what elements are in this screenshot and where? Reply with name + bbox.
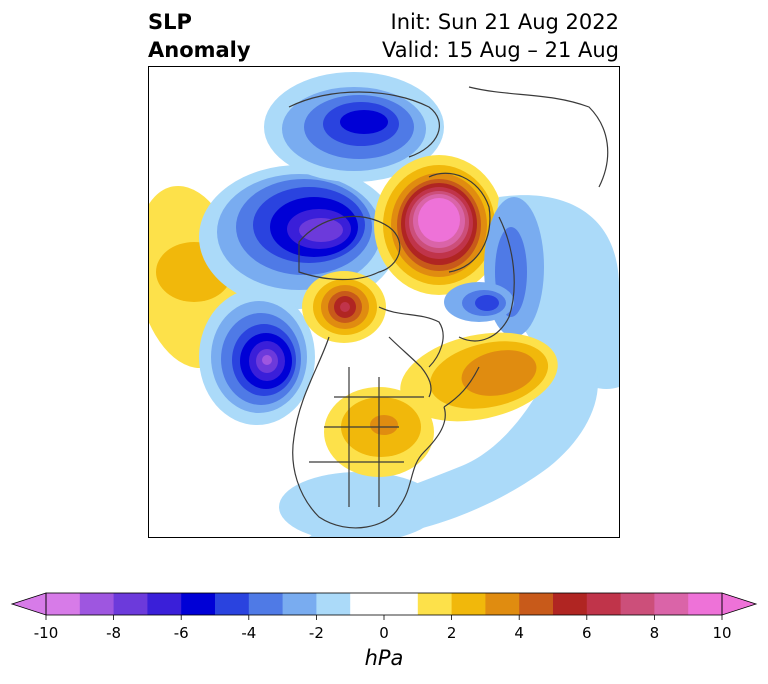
colorbar-bin bbox=[113, 593, 148, 615]
scandinavia-negative-anomaly bbox=[444, 282, 514, 322]
colorbar-bin bbox=[248, 593, 284, 615]
subtropical-atlantic-negative-anomaly bbox=[279, 327, 598, 537]
colorbar-bin bbox=[417, 593, 453, 615]
colorbar-bins bbox=[46, 593, 723, 615]
colorbar-bin bbox=[147, 593, 182, 615]
colorbar-tick-label: 4 bbox=[514, 624, 524, 642]
northwest-canada-positive-anomaly bbox=[302, 271, 386, 343]
plot-title: SLP Anomaly bbox=[148, 8, 251, 64]
colorbar-bin bbox=[586, 593, 622, 615]
colorbar-under-arrow bbox=[10, 592, 47, 616]
colorbar bbox=[10, 592, 758, 620]
title-line-2: Anomaly bbox=[148, 38, 251, 62]
colorbar-bin bbox=[282, 593, 317, 615]
colorbar-tick-label: 6 bbox=[582, 624, 592, 642]
colorbar-bin bbox=[654, 593, 689, 615]
colorbar-tick-label: 0 bbox=[379, 624, 389, 642]
colorbar-bin bbox=[485, 593, 520, 615]
colorbar-ticks bbox=[45, 615, 723, 620]
colorbar-bin bbox=[46, 593, 81, 615]
colorbar-bin bbox=[350, 593, 385, 615]
north-atlantic-positive-anomaly bbox=[400, 332, 558, 422]
colorbar-tick-label: -10 bbox=[33, 624, 59, 642]
init-time-text: Init: Sun 21 Aug 2022 bbox=[390, 10, 619, 34]
valid-range-text: Valid: 15 Aug – 21 Aug bbox=[381, 38, 619, 62]
colorbar-tick-label: -2 bbox=[308, 624, 324, 642]
colorbar-tick-label: 8 bbox=[649, 624, 660, 642]
colorbar-bin bbox=[79, 593, 115, 615]
colorbar-unit-label: hPa bbox=[364, 646, 404, 670]
colorbar-bin bbox=[553, 593, 588, 615]
colorbar-tick-label: 2 bbox=[446, 624, 457, 642]
colorbar-bin bbox=[451, 593, 486, 615]
colorbar-bin bbox=[688, 593, 723, 615]
barents-kara-positive-anomaly bbox=[374, 155, 504, 295]
valid-time-label: Init: Sun 21 Aug 2022 Valid: 15 Aug – 21… bbox=[382, 8, 619, 64]
colorbar-tick-label: 10 bbox=[712, 624, 732, 642]
anomaly-map bbox=[148, 66, 620, 538]
colorbar-over-arrow bbox=[721, 592, 758, 616]
colorbar-bin bbox=[316, 593, 351, 615]
colorbar-bin bbox=[215, 593, 250, 615]
colorbar-bin bbox=[181, 593, 216, 615]
map-canvas bbox=[149, 72, 619, 537]
colorbar-tick-label: -8 bbox=[106, 624, 122, 642]
colorbar-tick-label: -4 bbox=[241, 624, 257, 642]
colorbar-bin bbox=[620, 593, 655, 615]
colorbar-tick-label: -6 bbox=[173, 624, 189, 642]
colorbar-bin bbox=[519, 593, 554, 615]
colorbar-bin bbox=[384, 593, 419, 615]
gulf-of-alaska-negative-anomaly bbox=[199, 289, 315, 425]
title-line-1: SLP bbox=[148, 10, 192, 34]
coastlines bbox=[288, 86, 609, 529]
